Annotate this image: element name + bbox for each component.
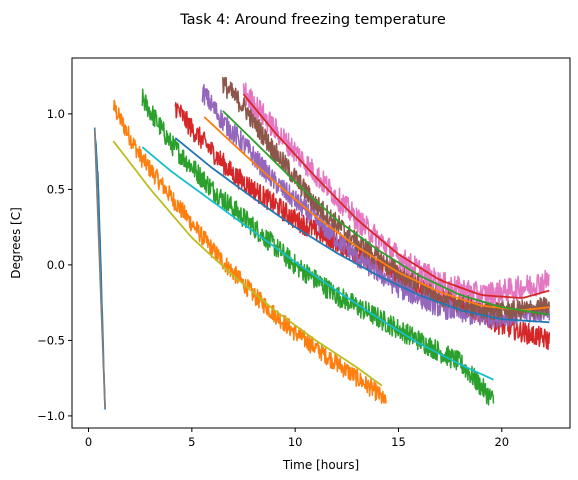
y-tick-label: −1.0 — [37, 409, 65, 423]
ticks-layer: 0 5 10 15 20 −1.0 −0.5 0.0 0.5 1.0 — [37, 107, 509, 449]
x-tick-label: 20 — [494, 435, 509, 449]
fit-curve-line — [112, 140, 383, 387]
y-tick-label: 0.5 — [47, 182, 65, 196]
fit-curve-line — [93, 128, 106, 409]
fit-curve-line — [203, 116, 550, 311]
y-tick-label: 1.0 — [47, 107, 65, 121]
x-tick-label: 5 — [188, 435, 195, 449]
x-axis-label: Time [hours] — [282, 458, 359, 472]
measured-series-line — [112, 99, 387, 405]
plot-frame — [71, 57, 571, 429]
measured-series-line — [222, 76, 551, 321]
x-tick-label: 10 — [288, 435, 303, 449]
x-tick-label: 15 — [391, 435, 406, 449]
measured-series-line — [242, 82, 550, 308]
series-layer — [93, 76, 551, 410]
y-axis-label: Degrees [C] — [9, 207, 23, 278]
y-tick-label: 0.0 — [47, 258, 65, 272]
measured-series-line — [201, 84, 551, 329]
fit-curve-line — [242, 93, 550, 299]
chart-title: Task 4: Around freezing temperature — [179, 12, 446, 28]
x-tick-label: 0 — [85, 435, 92, 449]
fit-curve-line — [174, 137, 550, 324]
fit-curve-line — [141, 146, 494, 381]
y-tick-label: −0.5 — [37, 333, 65, 347]
fit-curve-line — [222, 110, 550, 316]
